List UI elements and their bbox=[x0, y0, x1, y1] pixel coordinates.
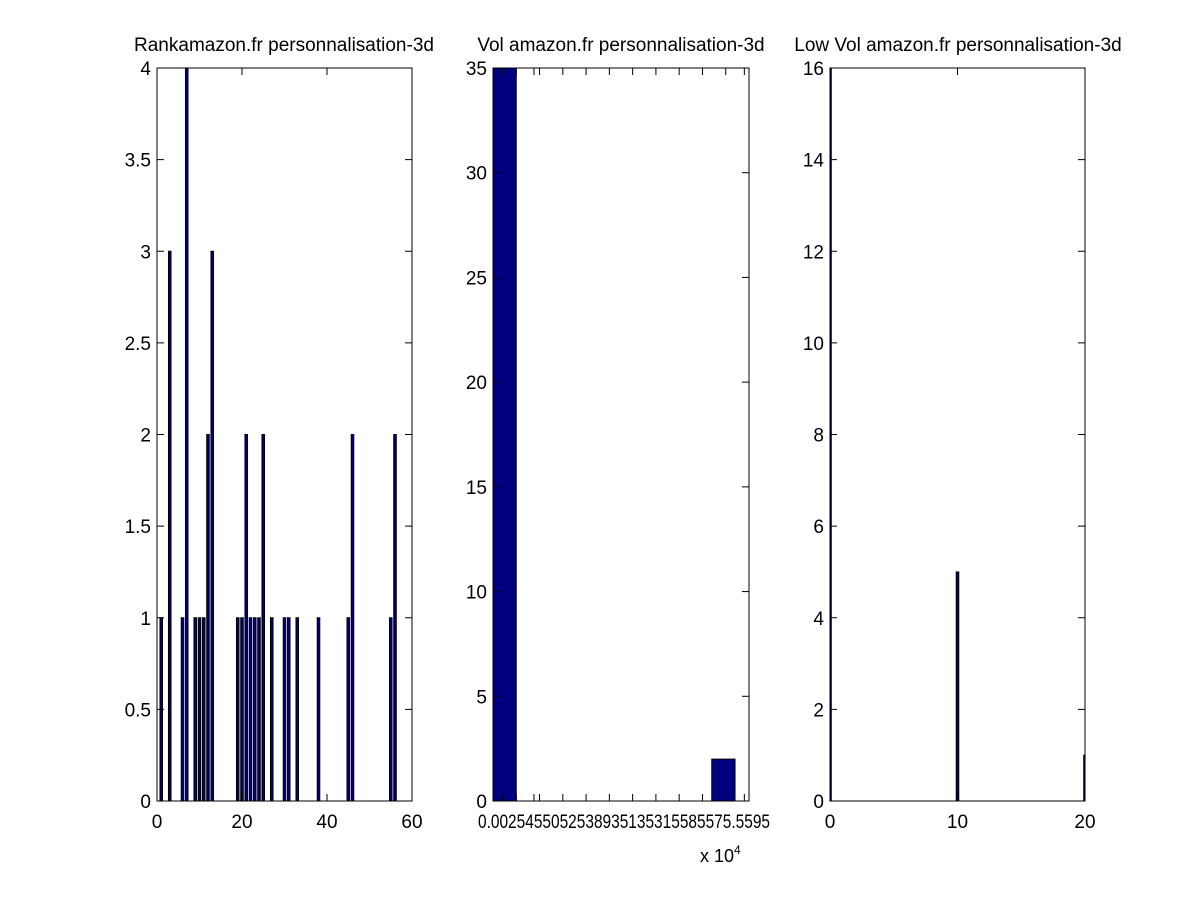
x-tick-label: 60 bbox=[401, 812, 422, 833]
y-tick-label: 4 bbox=[140, 59, 151, 80]
bar bbox=[248, 617, 253, 802]
bar-series bbox=[159, 67, 397, 802]
bar bbox=[350, 434, 355, 802]
bar bbox=[167, 250, 172, 802]
y-axis-ticks: 0 5 10 15 20 25 30 35 bbox=[466, 59, 749, 813]
y-tick-label: 16 bbox=[803, 59, 824, 80]
y-tick-label: 2.5 bbox=[125, 334, 151, 355]
bar bbox=[201, 617, 206, 802]
x-tick-label: 10 bbox=[947, 812, 968, 833]
y-tick-label: 3 bbox=[140, 242, 151, 263]
bar bbox=[955, 571, 960, 802]
x-tick-label: 40 bbox=[316, 812, 337, 833]
bar bbox=[393, 434, 397, 802]
bar bbox=[286, 617, 291, 802]
x-axis-exponent: x 104 bbox=[700, 843, 741, 866]
y-tick-label: 35 bbox=[466, 59, 487, 80]
y-tick-label: 10 bbox=[466, 583, 487, 604]
bar bbox=[240, 617, 244, 802]
x-axis-exponent-base: x 10 bbox=[700, 846, 734, 866]
chart-title: Rankamazon.fr personnalisation-3d bbox=[134, 35, 434, 56]
x-tick-label: 0 bbox=[152, 812, 163, 833]
y-axis-ticks: 0 0.5 1 1.5 2 2.5 3 3.5 4 bbox=[125, 59, 412, 813]
bar bbox=[193, 617, 198, 802]
bar bbox=[346, 617, 351, 802]
bar bbox=[388, 617, 393, 802]
bar bbox=[316, 617, 321, 802]
bar bbox=[269, 617, 274, 802]
y-tick-label: 6 bbox=[813, 517, 824, 538]
subplot-vol: Vol amazon.fr personnalisation-3d 0 5 10 15… bbox=[466, 35, 770, 866]
chart-title: Vol amazon.fr personnalisation-3d bbox=[477, 35, 764, 56]
y-axis-ticks: 0 2 4 6 8 10 12 14 16 bbox=[803, 59, 1085, 813]
y-tick-label: 1 bbox=[140, 609, 151, 630]
y-tick-label: 14 bbox=[803, 151, 825, 172]
y-tick-label: 0 bbox=[813, 792, 824, 813]
subplot-rank: Rankamazon.fr personnalisation-3d 0 20 40 6… bbox=[125, 35, 434, 833]
y-tick-label: 4 bbox=[813, 609, 824, 630]
bar bbox=[295, 617, 300, 802]
x-tick-label: 0 bbox=[825, 812, 836, 833]
bar bbox=[206, 434, 210, 802]
bar bbox=[210, 250, 215, 802]
y-tick-label: 30 bbox=[466, 164, 487, 185]
y-tick-label: 2 bbox=[140, 426, 151, 447]
x-axis-ticks bbox=[492, 68, 745, 801]
bar bbox=[282, 617, 287, 802]
bar bbox=[257, 617, 261, 802]
y-tick-label: 2 bbox=[813, 700, 824, 721]
chart-title: Low Vol amazon.fr personnalisation-3d bbox=[794, 35, 1121, 56]
plot-frame bbox=[492, 67, 750, 802]
y-tick-label: 8 bbox=[813, 426, 824, 447]
bar bbox=[244, 434, 249, 802]
bar bbox=[711, 758, 736, 802]
x-axis-ticks: 0 10 20 bbox=[825, 68, 1096, 833]
bar bbox=[252, 617, 257, 802]
bar bbox=[184, 67, 189, 802]
y-tick-label: 0 bbox=[140, 792, 151, 813]
y-tick-label: 10 bbox=[803, 334, 824, 355]
bar bbox=[180, 617, 185, 802]
y-tick-label: 0.5 bbox=[125, 700, 151, 721]
subplot-low-vol: Low Vol amazon.fr personnalisation-3d 0 1… bbox=[794, 35, 1121, 833]
y-tick-label: 3.5 bbox=[125, 151, 151, 172]
x-tick-label: 20 bbox=[231, 812, 252, 833]
y-tick-label: 12 bbox=[803, 242, 824, 263]
x-tick-labels-overlapping: 0.0025455052538935135315585575.5595 bbox=[478, 812, 770, 833]
bar bbox=[235, 617, 240, 802]
x-axis-exponent-power: 4 bbox=[734, 843, 741, 857]
y-tick-label: 1.5 bbox=[125, 517, 151, 538]
x-axis-ticks: 0 20 40 60 bbox=[152, 68, 423, 833]
y-tick-label: 25 bbox=[466, 268, 487, 289]
bar bbox=[261, 434, 266, 802]
y-tick-label: 20 bbox=[466, 373, 487, 394]
bar bbox=[197, 617, 202, 802]
bar bbox=[492, 67, 517, 802]
y-tick-label: 5 bbox=[476, 687, 487, 708]
y-tick-label: 0 bbox=[476, 792, 487, 813]
x-tick-label: 20 bbox=[1074, 812, 1095, 833]
y-tick-label: 15 bbox=[466, 478, 487, 499]
